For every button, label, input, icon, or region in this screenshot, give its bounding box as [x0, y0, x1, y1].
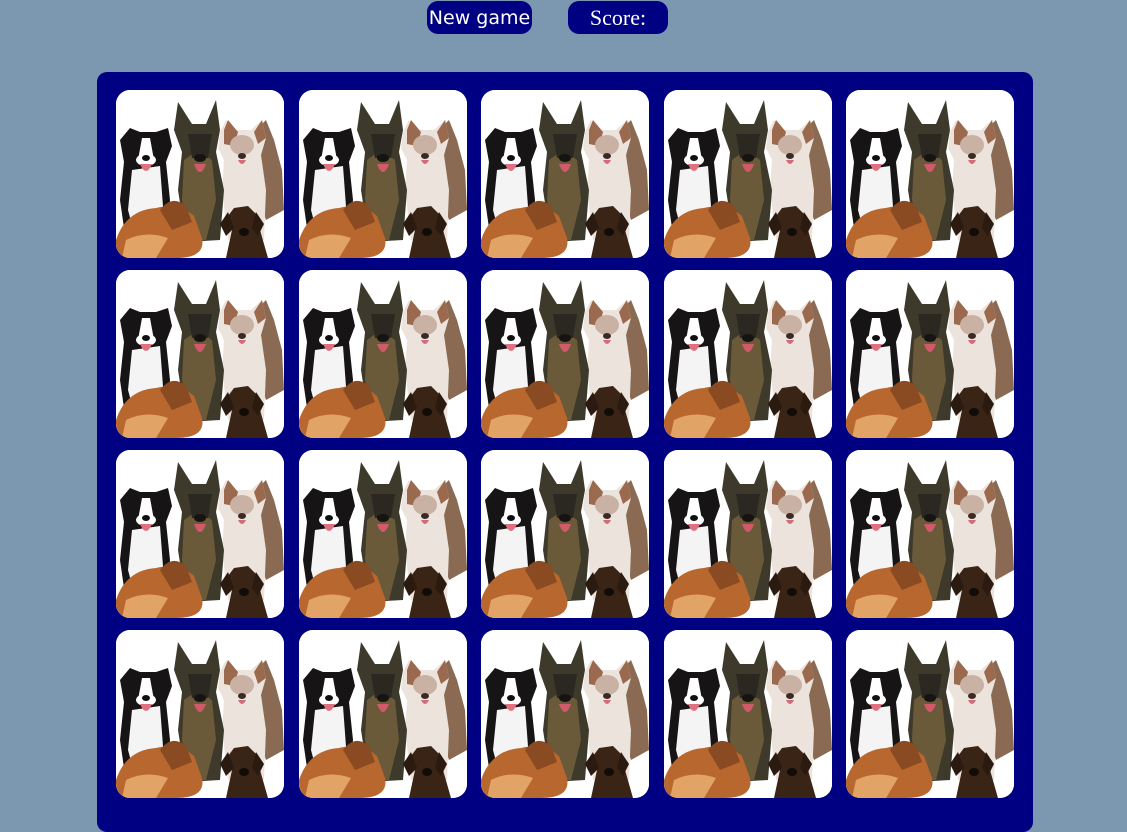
card-dogs-image	[299, 450, 467, 618]
card-dogs-image	[481, 270, 649, 438]
memory-card[interactable]	[846, 630, 1014, 798]
memory-card[interactable]	[299, 630, 467, 798]
card-dogs-image	[664, 450, 832, 618]
card-dogs-image	[664, 270, 832, 438]
card-dogs-image	[299, 630, 467, 798]
memory-card[interactable]	[664, 450, 832, 618]
card-dogs-image	[116, 630, 284, 798]
card-dogs-image	[664, 630, 832, 798]
card-dogs-image	[299, 270, 467, 438]
card-dogs-image	[846, 270, 1014, 438]
card-dogs-image	[116, 270, 284, 438]
card-dogs-image	[116, 450, 284, 618]
card-dogs-image	[664, 90, 832, 258]
memory-card[interactable]	[846, 90, 1014, 258]
card-dogs-image	[481, 630, 649, 798]
card-dogs-image	[481, 90, 649, 258]
memory-card[interactable]	[846, 450, 1014, 618]
score-display: Score:	[568, 1, 668, 34]
memory-card[interactable]	[664, 630, 832, 798]
game-board	[97, 72, 1033, 832]
card-dogs-image	[846, 90, 1014, 258]
memory-card[interactable]	[481, 630, 649, 798]
card-dogs-image	[846, 630, 1014, 798]
memory-card[interactable]	[664, 90, 832, 258]
memory-card[interactable]	[116, 630, 284, 798]
memory-card[interactable]	[664, 270, 832, 438]
memory-card[interactable]	[116, 270, 284, 438]
memory-card[interactable]	[846, 270, 1014, 438]
memory-card[interactable]	[481, 270, 649, 438]
card-dogs-image	[846, 450, 1014, 618]
memory-card[interactable]	[116, 450, 284, 618]
card-dogs-image	[481, 450, 649, 618]
memory-card[interactable]	[481, 450, 649, 618]
memory-card[interactable]	[116, 90, 284, 258]
new-game-button[interactable]: New game	[427, 1, 532, 34]
memory-card[interactable]	[299, 450, 467, 618]
memory-card[interactable]	[299, 90, 467, 258]
memory-card[interactable]	[299, 270, 467, 438]
card-dogs-image	[299, 90, 467, 258]
card-dogs-image	[116, 90, 284, 258]
memory-card[interactable]	[481, 90, 649, 258]
